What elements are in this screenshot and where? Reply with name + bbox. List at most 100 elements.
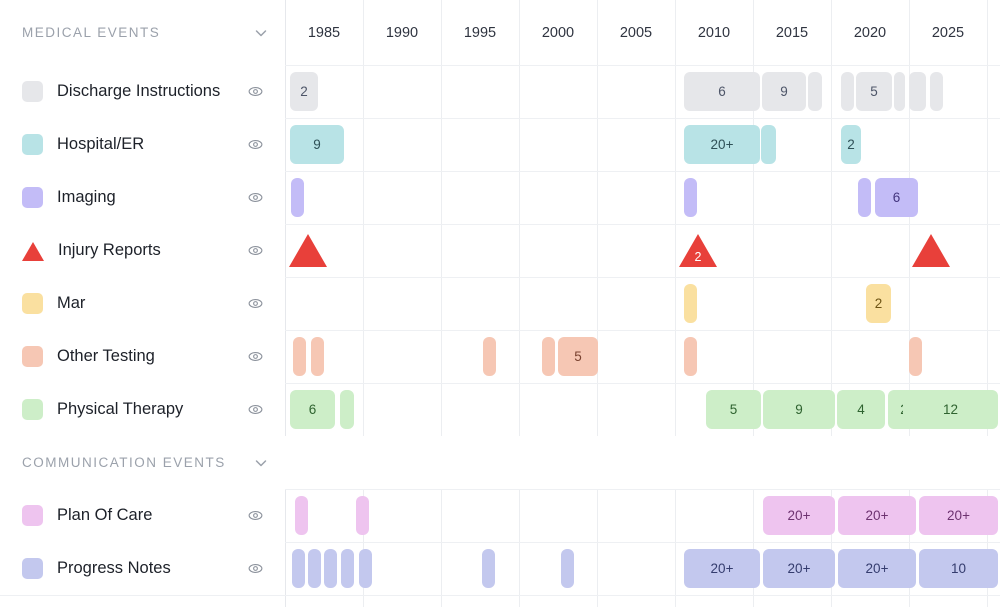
timeline-bar[interactable] <box>359 549 372 588</box>
row-divider-bottom <box>0 595 1000 596</box>
legend-swatch <box>22 505 43 526</box>
timeline-bar[interactable]: 20+ <box>684 125 760 164</box>
timeline-bar[interactable] <box>684 178 697 217</box>
timeline-bar[interactable] <box>308 549 321 588</box>
timeline-bar[interactable]: 5 <box>558 337 598 376</box>
injury-marker-icon[interactable] <box>289 234 327 267</box>
sidebar-row-plan-of-care[interactable]: Plan Of Care <box>0 489 285 542</box>
injury-marker-icon[interactable] <box>912 234 950 267</box>
row-divider-1 <box>0 118 1000 119</box>
row-label-discharge-instructions: Discharge Instructions <box>57 82 221 100</box>
timeline-bar-count: 2 <box>847 137 855 152</box>
year-column-header-2005: 2005 <box>619 24 653 41</box>
timeline-bar[interactable] <box>482 549 495 588</box>
eye-icon[interactable] <box>245 241 265 261</box>
timeline-bar[interactable]: 2 <box>866 284 891 323</box>
row-divider-5 <box>0 330 1000 331</box>
timeline-bar[interactable] <box>894 72 905 111</box>
timeline-bar-count: 2 <box>300 84 308 99</box>
eye-icon[interactable] <box>245 506 265 526</box>
timeline-bar[interactable]: 2 <box>290 72 318 111</box>
timeline-bar[interactable] <box>909 72 926 111</box>
timeline-bar-count: 20+ <box>787 561 811 576</box>
eye-icon[interactable] <box>245 135 265 155</box>
chevron-down-icon[interactable] <box>249 21 273 45</box>
timeline-bar[interactable] <box>324 549 337 588</box>
timeline-bar[interactable] <box>542 337 555 376</box>
timeline-bar[interactable]: 10 <box>919 549 998 588</box>
timeline-bar[interactable]: 6 <box>684 72 760 111</box>
eye-icon[interactable] <box>245 188 265 208</box>
eye-icon[interactable] <box>245 347 265 367</box>
timeline-bar-count: 20+ <box>710 561 734 576</box>
timeline-bar[interactable]: 20+ <box>763 549 835 588</box>
eye-icon[interactable] <box>245 294 265 314</box>
timeline-bar[interactable]: 9 <box>763 390 835 429</box>
sidebar-row-hospital-er[interactable]: Hospital/ER <box>0 118 285 171</box>
timeline-bar[interactable]: 20+ <box>684 549 760 588</box>
timeline-bar[interactable] <box>340 390 354 429</box>
timeline-bar[interactable] <box>356 496 369 535</box>
injury-marker-count: 2 <box>694 250 702 264</box>
timeline-bar[interactable]: 6 <box>290 390 335 429</box>
sidebar-row-other-testing[interactable]: Other Testing <box>0 330 285 383</box>
timeline-bar[interactable] <box>841 72 854 111</box>
timeline-bar[interactable]: 9 <box>290 125 344 164</box>
legend-triangle-icon <box>22 242 44 261</box>
timeline-bar[interactable]: 12 <box>903 390 998 429</box>
eye-icon[interactable] <box>245 82 265 102</box>
timeline-bar[interactable]: 5 <box>706 390 761 429</box>
row-label-mar: Mar <box>57 294 86 312</box>
row-label-other-testing: Other Testing <box>57 347 155 365</box>
timeline-bar[interactable] <box>295 496 308 535</box>
injury-marker-icon[interactable] <box>679 234 717 267</box>
legend-swatch <box>22 81 43 102</box>
section-header-communication-events[interactable]: COMMUNICATION EVENTS <box>0 436 1000 489</box>
eye-icon[interactable] <box>245 400 265 420</box>
legend-swatch <box>22 134 43 155</box>
sidebar-row-discharge-instructions[interactable]: Discharge Instructions <box>0 65 285 118</box>
grid-line-col-4 <box>597 0 598 607</box>
timeline-bar-count: 20+ <box>865 508 889 523</box>
sidebar-row-physical-therapy[interactable]: Physical Therapy <box>0 383 285 436</box>
eye-icon[interactable] <box>245 559 265 579</box>
timeline-bar[interactable] <box>684 337 697 376</box>
timeline-bar[interactable]: 5 <box>856 72 892 111</box>
timeline-bar[interactable] <box>909 337 922 376</box>
timeline-bar[interactable] <box>561 549 574 588</box>
sidebar-row-imaging[interactable]: Imaging <box>0 171 285 224</box>
timeline-bar[interactable] <box>292 549 305 588</box>
timeline-bar[interactable] <box>930 72 943 111</box>
timeline-bar[interactable] <box>293 337 306 376</box>
timeline-bar[interactable]: 20+ <box>838 549 916 588</box>
sidebar-row-injury-reports[interactable]: Injury Reports <box>0 224 285 277</box>
timeline-bar[interactable]: 20+ <box>919 496 998 535</box>
timeline-bar[interactable] <box>311 337 324 376</box>
row-label-hospital-er: Hospital/ER <box>57 135 145 153</box>
timeline-bar[interactable]: 20+ <box>838 496 916 535</box>
timeline-bar-count: 20+ <box>710 137 734 152</box>
sidebar-row-mar[interactable]: Mar <box>0 277 285 330</box>
timeline-bar[interactable] <box>808 72 822 111</box>
timeline-bar[interactable] <box>858 178 871 217</box>
timeline-bar[interactable]: 20+ <box>763 496 835 535</box>
timeline-bar[interactable]: 4 <box>837 390 885 429</box>
timeline-bar[interactable]: 6 <box>875 178 918 217</box>
timeline-bar-count: 5 <box>870 84 878 99</box>
timeline-bar[interactable] <box>483 337 496 376</box>
timeline-bar-count: 9 <box>780 84 788 99</box>
timeline-bar-count: 20+ <box>865 561 889 576</box>
row-label-injury-reports: Injury Reports <box>58 241 161 259</box>
timeline-bar[interactable] <box>684 284 697 323</box>
timeline-bar[interactable] <box>761 125 776 164</box>
timeline-bar[interactable] <box>341 549 354 588</box>
chevron-down-icon[interactable] <box>249 451 273 475</box>
row-divider-4 <box>0 277 1000 278</box>
timeline-bar[interactable]: 9 <box>762 72 806 111</box>
year-column-header-2000: 2000 <box>541 24 575 41</box>
sidebar-row-progress-notes[interactable]: Progress Notes <box>0 542 285 595</box>
grid-line-col-1 <box>363 0 364 607</box>
timeline-bar[interactable]: 2 <box>841 125 861 164</box>
timeline-bar[interactable] <box>291 178 304 217</box>
